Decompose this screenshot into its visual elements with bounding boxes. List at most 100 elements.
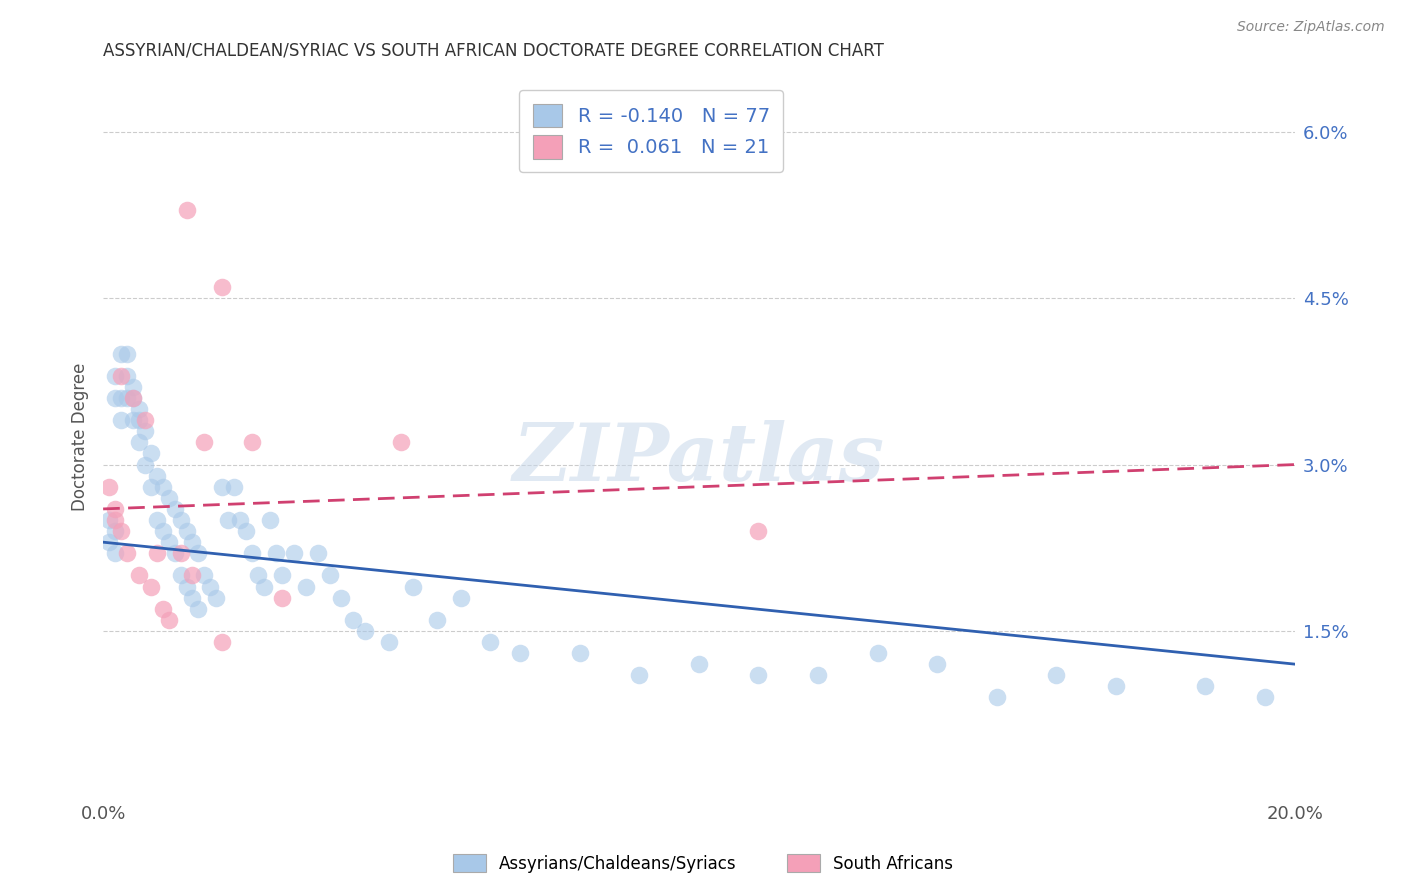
Point xyxy=(128,402,150,417)
Point xyxy=(115,391,138,405)
Point xyxy=(307,546,329,560)
Point xyxy=(479,635,502,649)
Point xyxy=(927,657,949,672)
Point xyxy=(152,524,174,538)
Point xyxy=(145,468,167,483)
Point xyxy=(294,580,316,594)
Point xyxy=(688,657,710,672)
Point xyxy=(193,435,215,450)
Point xyxy=(181,591,204,605)
Point xyxy=(98,480,121,494)
Point xyxy=(169,513,191,527)
Point xyxy=(115,368,138,383)
Point xyxy=(270,568,292,582)
Point xyxy=(104,502,127,516)
Point xyxy=(450,591,472,605)
Point xyxy=(568,646,591,660)
Point xyxy=(134,458,156,472)
Point xyxy=(169,546,191,560)
Point xyxy=(134,413,156,427)
Point xyxy=(115,347,138,361)
Point xyxy=(378,635,401,649)
Point xyxy=(240,546,263,560)
Point xyxy=(402,580,425,594)
Point xyxy=(163,502,186,516)
Point xyxy=(145,513,167,527)
Point xyxy=(264,546,287,560)
Point xyxy=(1254,690,1277,705)
Point xyxy=(110,368,132,383)
Point xyxy=(169,568,191,582)
Point xyxy=(98,535,121,549)
Point xyxy=(139,480,162,494)
Point xyxy=(224,480,246,494)
Point xyxy=(139,446,162,460)
Point xyxy=(187,601,209,615)
Point xyxy=(98,513,121,527)
Point xyxy=(628,668,651,682)
Point xyxy=(318,568,340,582)
Point xyxy=(342,613,364,627)
Point xyxy=(128,435,150,450)
Point xyxy=(330,591,353,605)
Point xyxy=(110,391,132,405)
Point xyxy=(176,524,198,538)
Point xyxy=(181,535,204,549)
Point xyxy=(217,513,239,527)
Point xyxy=(163,546,186,560)
Point xyxy=(389,435,412,450)
Y-axis label: Doctorate Degree: Doctorate Degree xyxy=(72,363,89,511)
Legend: R = -0.140   N = 77, R =  0.061   N = 21: R = -0.140 N = 77, R = 0.061 N = 21 xyxy=(519,90,783,172)
Point xyxy=(1045,668,1067,682)
Point xyxy=(240,435,263,450)
Point xyxy=(152,480,174,494)
Point xyxy=(283,546,305,560)
Point xyxy=(354,624,377,638)
Point xyxy=(139,580,162,594)
Point xyxy=(104,513,127,527)
Point xyxy=(157,491,180,505)
Point xyxy=(104,546,127,560)
Point xyxy=(110,524,132,538)
Point xyxy=(1105,679,1128,693)
Point xyxy=(200,580,222,594)
Point xyxy=(157,613,180,627)
Legend: Assyrians/Chaldeans/Syriacs, South Africans: Assyrians/Chaldeans/Syriacs, South Afric… xyxy=(446,847,960,880)
Point xyxy=(193,568,215,582)
Point xyxy=(181,568,204,582)
Point xyxy=(145,546,167,560)
Point xyxy=(187,546,209,560)
Point xyxy=(509,646,531,660)
Point xyxy=(235,524,257,538)
Point xyxy=(128,413,150,427)
Point xyxy=(110,413,132,427)
Point xyxy=(122,413,145,427)
Text: ASSYRIAN/CHALDEAN/SYRIAC VS SOUTH AFRICAN DOCTORATE DEGREE CORRELATION CHART: ASSYRIAN/CHALDEAN/SYRIAC VS SOUTH AFRICA… xyxy=(103,42,884,60)
Text: ZIPatlas: ZIPatlas xyxy=(513,420,884,497)
Point xyxy=(1194,679,1216,693)
Point xyxy=(104,391,127,405)
Point xyxy=(247,568,270,582)
Point xyxy=(128,568,150,582)
Point xyxy=(176,580,198,594)
Point xyxy=(205,591,228,605)
Point xyxy=(115,546,138,560)
Point xyxy=(211,480,233,494)
Point xyxy=(229,513,252,527)
Point xyxy=(134,425,156,439)
Point xyxy=(211,635,233,649)
Point xyxy=(211,280,233,294)
Point xyxy=(104,524,127,538)
Point xyxy=(157,535,180,549)
Point xyxy=(866,646,889,660)
Point xyxy=(176,202,198,217)
Point xyxy=(122,391,145,405)
Point xyxy=(747,524,769,538)
Point xyxy=(122,380,145,394)
Point xyxy=(104,368,127,383)
Point xyxy=(122,391,145,405)
Point xyxy=(807,668,830,682)
Point xyxy=(747,668,769,682)
Point xyxy=(152,601,174,615)
Point xyxy=(986,690,1008,705)
